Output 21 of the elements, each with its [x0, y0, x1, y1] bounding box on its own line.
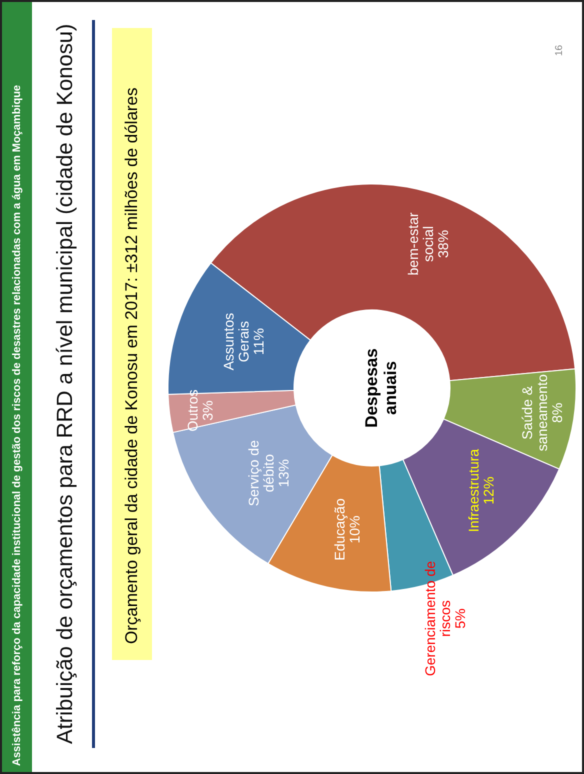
slice-label: bem-estar social: [404, 212, 436, 276]
text: 16: [554, 44, 565, 56]
data-label: 13%: [276, 459, 292, 488]
data-label: 10%: [346, 515, 362, 544]
slice-label: Educação: [331, 498, 348, 561]
text: Despesas anuais: [362, 348, 400, 428]
text: Atribuição de orçamentos para RRD a nível municipal (cidade de Konosu): [52, 24, 78, 744]
data-label: 12%: [480, 476, 497, 505]
slice-label: Outros: [184, 390, 200, 432]
slice-label: Saúde & saneamento: [519, 374, 550, 452]
data-label: 5%: [452, 608, 468, 629]
data-label: 3%: [199, 400, 216, 421]
slice-label: Infraestrutura: [466, 448, 482, 532]
data-label: 8%: [549, 402, 566, 423]
slice-label: Gerenciamento de riscos: [422, 560, 454, 676]
text: Orçamento geral da cidade de Konosu em 2017: ±312 milhões de dólares: [112, 28, 152, 660]
data-label: 38%: [434, 230, 451, 258]
text: Assistência para reforço da capacidade institucional de gestão dos riscos de desastres relacionadas com a água em Moçambique: [2, 2, 32, 772]
data-label: 11%: [250, 328, 266, 356]
slice-label: Assuntos Gerais: [220, 312, 252, 370]
slice-label: Serviço de débito: [246, 440, 277, 506]
